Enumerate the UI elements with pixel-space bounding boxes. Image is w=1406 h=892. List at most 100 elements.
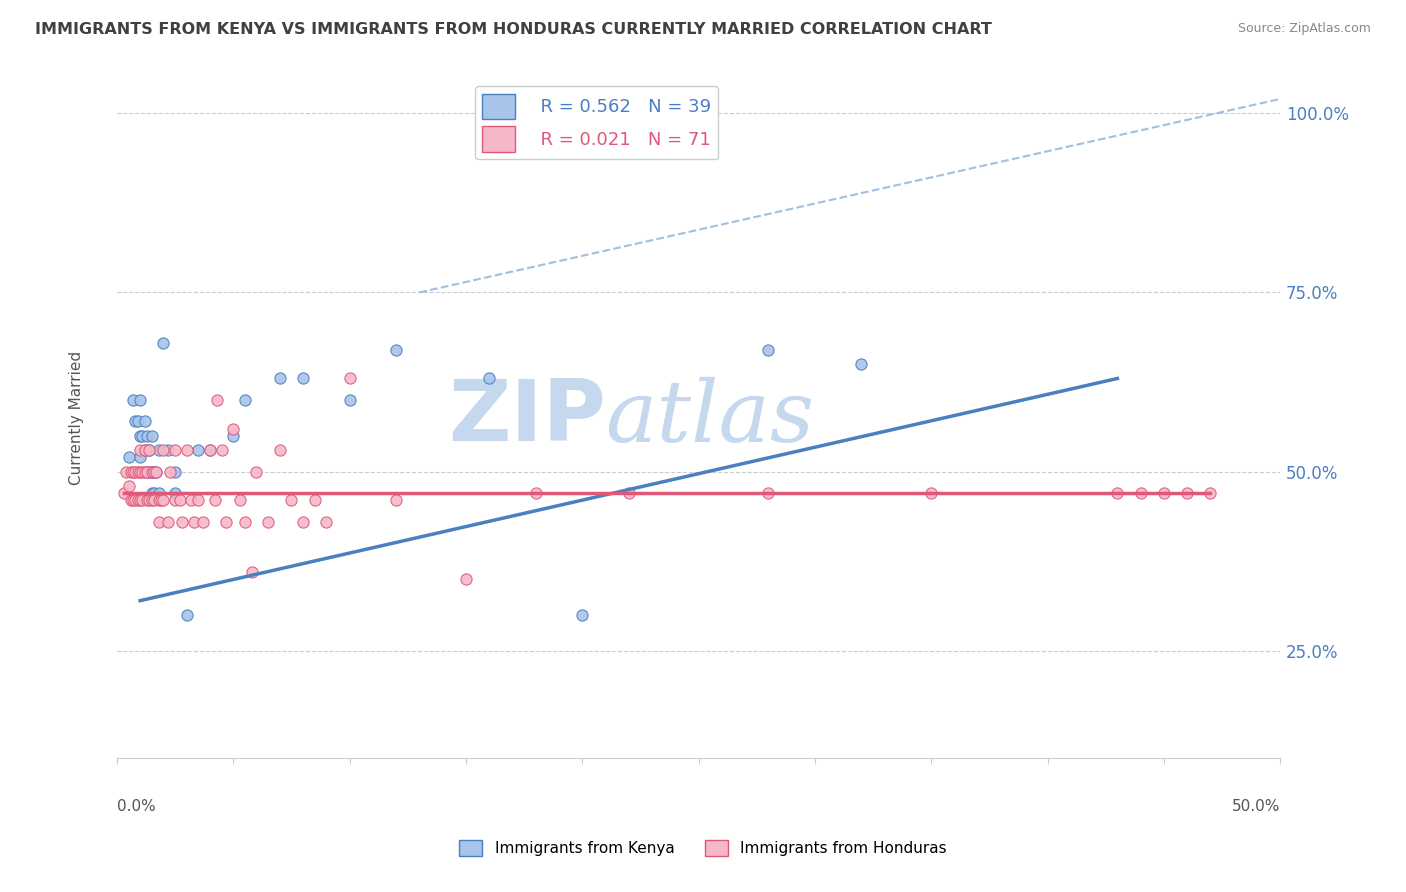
- Point: [157, 515, 180, 529]
- Point: [280, 493, 302, 508]
- Point: [131, 429, 153, 443]
- Point: [257, 515, 280, 529]
- Point: [120, 493, 142, 508]
- Point: [150, 493, 173, 508]
- Point: [115, 465, 138, 479]
- Point: [138, 465, 160, 479]
- Point: [187, 493, 209, 508]
- Point: [138, 443, 160, 458]
- Point: [124, 415, 146, 429]
- Point: [165, 486, 187, 500]
- Point: [851, 357, 873, 371]
- Text: ZIP: ZIP: [447, 376, 606, 459]
- Point: [211, 443, 233, 458]
- Point: [138, 493, 160, 508]
- Point: [170, 515, 193, 529]
- Point: [339, 392, 361, 407]
- Point: [478, 371, 501, 385]
- Point: [143, 493, 166, 508]
- Text: Source: ZipAtlas.com: Source: ZipAtlas.com: [1237, 22, 1371, 36]
- Point: [143, 486, 166, 500]
- Point: [756, 486, 779, 500]
- Point: [1107, 486, 1129, 500]
- Point: [165, 443, 187, 458]
- Point: [127, 493, 149, 508]
- Point: [134, 465, 156, 479]
- Point: [117, 450, 139, 465]
- Point: [138, 443, 160, 458]
- Point: [124, 465, 146, 479]
- Point: [136, 465, 159, 479]
- Point: [117, 479, 139, 493]
- Point: [122, 392, 145, 407]
- Point: [176, 607, 198, 622]
- Point: [198, 443, 221, 458]
- Legend:   R = 0.562   N = 39,   R = 0.021   N = 71: R = 0.562 N = 39, R = 0.021 N = 71: [475, 87, 718, 160]
- Point: [165, 465, 187, 479]
- Text: 50.0%: 50.0%: [1232, 799, 1281, 814]
- Point: [148, 486, 170, 500]
- Point: [141, 465, 163, 479]
- Text: atlas: atlas: [606, 376, 814, 459]
- Point: [134, 443, 156, 458]
- Point: [756, 343, 779, 357]
- Point: [145, 465, 167, 479]
- Point: [1153, 486, 1175, 500]
- Point: [129, 450, 152, 465]
- Point: [215, 515, 238, 529]
- Point: [269, 443, 291, 458]
- Point: [385, 493, 408, 508]
- Point: [571, 607, 593, 622]
- Point: [148, 515, 170, 529]
- Point: [127, 465, 149, 479]
- Point: [920, 486, 942, 500]
- Point: [157, 443, 180, 458]
- Point: [222, 429, 245, 443]
- Point: [143, 465, 166, 479]
- Point: [122, 493, 145, 508]
- Text: IMMIGRANTS FROM KENYA VS IMMIGRANTS FROM HONDURAS CURRENTLY MARRIED CORRELATION : IMMIGRANTS FROM KENYA VS IMMIGRANTS FROM…: [35, 22, 993, 37]
- Point: [131, 493, 153, 508]
- Point: [187, 443, 209, 458]
- Point: [129, 493, 152, 508]
- Point: [222, 422, 245, 436]
- Point: [304, 493, 326, 508]
- Point: [129, 429, 152, 443]
- Point: [141, 465, 163, 479]
- Point: [136, 465, 159, 479]
- Point: [141, 486, 163, 500]
- Point: [131, 465, 153, 479]
- Point: [524, 486, 547, 500]
- Point: [129, 392, 152, 407]
- Point: [292, 371, 315, 385]
- Text: Currently Married: Currently Married: [69, 351, 84, 485]
- Point: [120, 465, 142, 479]
- Point: [152, 493, 174, 508]
- Legend: Immigrants from Kenya, Immigrants from Honduras: Immigrants from Kenya, Immigrants from H…: [453, 834, 953, 862]
- Point: [233, 392, 256, 407]
- Point: [617, 486, 640, 500]
- Point: [180, 493, 202, 508]
- Point: [165, 493, 187, 508]
- Point: [454, 572, 477, 586]
- Point: [233, 515, 256, 529]
- Point: [141, 493, 163, 508]
- Point: [176, 443, 198, 458]
- Point: [122, 465, 145, 479]
- Point: [159, 465, 181, 479]
- Point: [134, 415, 156, 429]
- Point: [315, 515, 337, 529]
- Point: [112, 486, 135, 500]
- Point: [129, 443, 152, 458]
- Text: 0.0%: 0.0%: [117, 799, 156, 814]
- Point: [148, 443, 170, 458]
- Point: [136, 493, 159, 508]
- Point: [183, 515, 205, 529]
- Point: [124, 493, 146, 508]
- Point: [205, 392, 228, 407]
- Point: [229, 493, 252, 508]
- Point: [1129, 486, 1152, 500]
- Point: [129, 465, 152, 479]
- Point: [141, 429, 163, 443]
- Point: [152, 443, 174, 458]
